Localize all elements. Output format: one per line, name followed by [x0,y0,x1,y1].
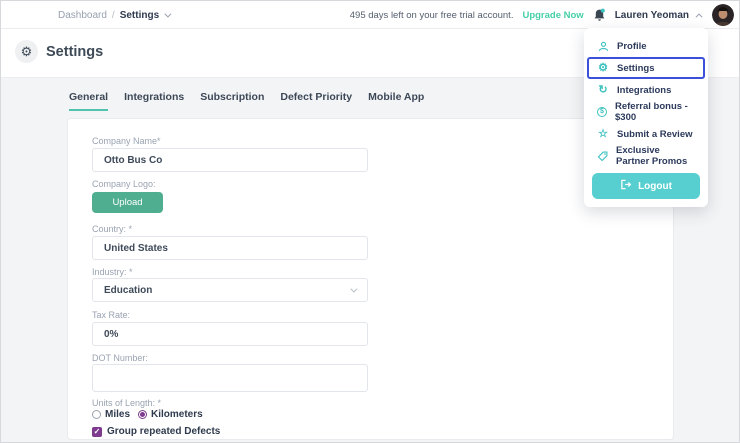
tag-icon [597,151,608,162]
menu-item-label: Referral bonus - $300 [615,101,688,123]
radio-kilometers-label[interactable]: Kilometers [151,409,203,420]
upload-button[interactable]: Upload [92,192,163,213]
chevron-down-icon [350,285,358,293]
dot-number-label: DOT Number: [92,353,148,363]
bell-icon[interactable] [593,8,606,23]
menu-item-referral-bonus[interactable]: $ Referral bonus - $300 [584,101,708,123]
industry-selected-value: Education [104,284,153,296]
gear-glyph: ⚙ [20,44,33,59]
industry-label: Industry: * [92,267,133,277]
chevron-down-icon[interactable] [164,10,172,18]
breadcrumb: Dashboard / Settings [58,1,172,29]
dot-number-field[interactable] [92,364,368,392]
tab-general[interactable]: General [69,91,109,111]
units-of-length-group: Miles Kilometers [92,409,203,420]
settings-tabs: General Integrations Subscription Defect… [69,91,424,111]
company-logo-label: Company Logo: [92,179,156,189]
user-icon [597,41,609,52]
topbar-right: 495 days left on your free trial account… [350,1,734,29]
user-dropdown-menu: Profile ⚙ Settings ↻ Integrations $ Refe… [584,28,708,207]
upgrade-now-link[interactable]: Upgrade Now [522,9,584,21]
check-icon: ✓ [93,426,101,436]
company-name-label: Company Name* [92,136,161,146]
logout-button[interactable]: Logout [592,173,700,199]
user-name[interactable]: Lauren Yeoman [614,9,689,21]
page-title: Settings [46,44,104,60]
general-settings-card: Company Name* Company Logo: Upload Count… [67,118,674,440]
menu-item-label: Settings [617,62,655,74]
trial-message: 495 days left on your free trial account… [349,9,514,21]
settings-gear-icon: ⚙ [15,40,38,63]
tax-rate-field[interactable] [92,322,368,346]
tab-subscription[interactable]: Subscription [200,91,265,103]
units-of-length-label: Units of Length: * [92,398,162,408]
top-bar: Dashboard / Settings 495 days left on yo… [1,1,739,29]
avatar[interactable] [712,4,734,26]
radio-miles[interactable] [92,410,101,419]
menu-item-settings[interactable]: ⚙ Settings [587,57,705,79]
country-label: Country: * [92,224,133,234]
menu-item-profile[interactable]: Profile [584,35,708,57]
breadcrumb-dashboard[interactable]: Dashboard [58,9,107,21]
menu-item-label: Exclusive Partner Promos [616,145,688,167]
chevron-up-icon[interactable] [695,12,703,20]
tax-rate-label: Tax Rate: [92,310,131,320]
group-repeated-defects-row: ✓ Group repeated Defects [92,426,220,437]
breadcrumb-separator: / [111,9,115,21]
tab-integrations[interactable]: Integrations [124,91,185,103]
menu-item-label: Integrations [617,84,672,96]
gear-icon: ⚙ [598,61,608,74]
group-repeated-defects-checkbox[interactable]: ✓ [92,426,102,437]
tab-mobile-app[interactable]: Mobile App [368,91,425,103]
radio-kilometers[interactable] [138,410,148,419]
menu-item-label: Profile [617,40,647,52]
logout-label: Logout [638,180,672,192]
industry-select[interactable]: Education [92,278,368,302]
menu-item-submit-review[interactable]: ☆ Submit a Review [584,123,708,145]
breadcrumb-settings[interactable]: Settings [119,9,160,21]
dollar-circle-icon: $ [597,107,607,117]
sync-icon: ↻ [598,83,608,96]
company-name-field[interactable] [92,148,368,172]
tab-defect-priority[interactable]: Defect Priority [280,91,353,103]
menu-item-integrations[interactable]: ↻ Integrations [584,79,708,101]
menu-item-partner-promos[interactable]: Exclusive Partner Promos [584,145,708,167]
star-icon: ☆ [598,127,608,140]
logout-icon [620,179,632,193]
menu-item-label: Submit a Review [617,128,693,140]
radio-miles-label[interactable]: Miles [105,409,131,420]
group-repeated-defects-label[interactable]: Group repeated Defects [107,426,221,437]
country-field[interactable] [92,236,368,260]
